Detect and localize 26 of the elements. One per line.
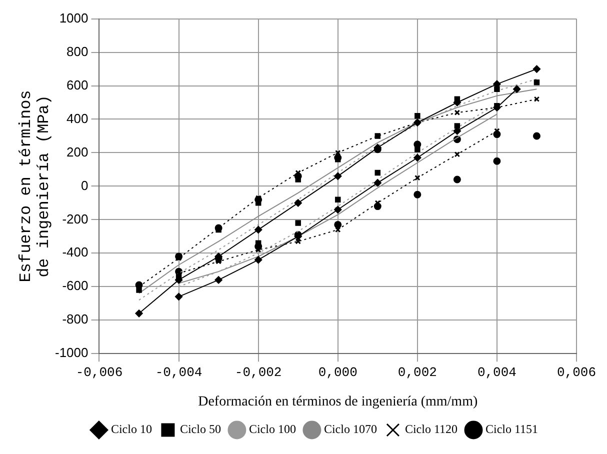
legend-label: Ciclo 1070 bbox=[324, 422, 377, 436]
x-tick-label: 0,002 bbox=[398, 364, 437, 380]
x-tick-label: -0,006 bbox=[76, 364, 123, 380]
y-tick-label: 400 bbox=[66, 110, 88, 126]
y-tick-label: -400 bbox=[62, 244, 88, 260]
legend-label: Ciclo 1151 bbox=[485, 422, 538, 436]
y-axis-title: Esfuerzo en términos de ingeniería (MPa) bbox=[17, 90, 54, 282]
y-tick-label: 600 bbox=[66, 77, 88, 92]
y-tick-label: -800 bbox=[62, 312, 88, 327]
legend-label: Ciclo 1120 bbox=[404, 422, 458, 436]
x-axis-title: Deformación en términos de ingeniería (mm/mm) bbox=[198, 394, 478, 410]
y-tick-label: 800 bbox=[66, 44, 88, 59]
y-tick-label: -200 bbox=[62, 211, 88, 226]
y-tick-label: 200 bbox=[66, 144, 88, 160]
legend-label: Ciclo 50 bbox=[180, 422, 221, 436]
y-tick-label: 1000 bbox=[59, 10, 88, 26]
x-tick-label: -0,002 bbox=[234, 364, 282, 380]
y-tick-label: -1000 bbox=[55, 345, 88, 360]
legend-label: Ciclo 100 bbox=[248, 422, 296, 436]
y-tick-label: 0 bbox=[81, 178, 88, 193]
y-tick-label: -600 bbox=[62, 278, 88, 294]
x-tick-label: 0,006 bbox=[556, 364, 596, 380]
x-tick-label: -0,004 bbox=[155, 364, 202, 380]
legend-label: Ciclo 10 bbox=[110, 422, 152, 436]
x-tick-label: 0,000 bbox=[318, 364, 358, 380]
x-tick-label: 0,004 bbox=[477, 364, 517, 380]
